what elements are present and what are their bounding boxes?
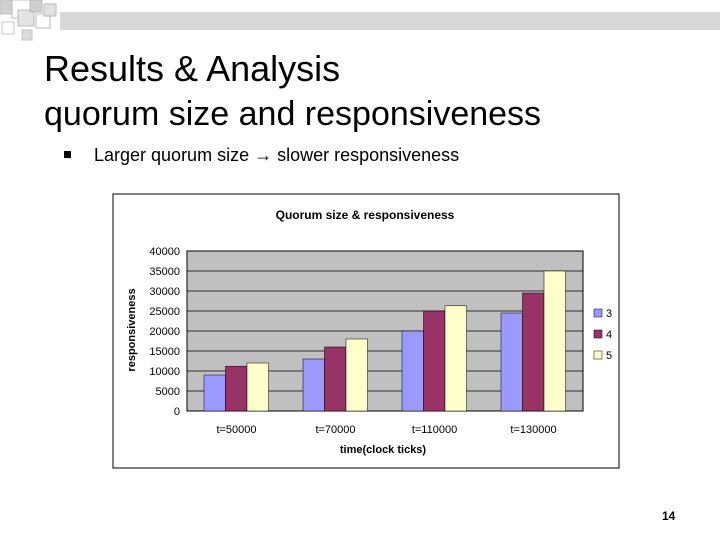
x-tick-label: t=130000 <box>510 424 556 436</box>
legend-label: 4 <box>606 329 612 341</box>
x-axis-label: time(clock ticks) <box>340 444 427 456</box>
y-tick-label: 35000 <box>149 266 180 278</box>
y-axis-label: responsiveness <box>126 288 138 371</box>
x-tick-label: t=50000 <box>216 424 256 436</box>
x-tick-label: t=110000 <box>412 424 457 436</box>
bar-5-t=50000 <box>246 362 269 412</box>
bar-3-t=50000 <box>203 374 226 412</box>
bar-3-t=70000 <box>302 358 325 412</box>
chart-title: Quorum size & responsiveness <box>276 208 455 222</box>
decorative-squares <box>0 0 720 41</box>
legend: 3 4 5 <box>593 308 612 362</box>
bar-4-t=130000 <box>522 292 545 412</box>
legend-swatch-5 <box>593 350 603 360</box>
y-tick-label: 0 <box>174 406 180 418</box>
legend-swatch-3 <box>593 308 603 318</box>
legend-swatch-4 <box>593 329 603 339</box>
y-tick-label: 10000 <box>149 366 180 378</box>
page-subtitle: quorum size and responsiveness <box>44 95 542 133</box>
bullet-text: Larger quorum size → slower responsivene… <box>94 145 460 165</box>
bar-4-t=50000 <box>225 365 248 412</box>
bar-3-t=110000 <box>401 330 424 412</box>
page-title: Results & Analysis <box>44 48 341 89</box>
bar-5-t=130000 <box>543 270 566 412</box>
bar-5-t=70000 <box>345 338 368 412</box>
legend-label: 5 <box>606 350 612 362</box>
y-tick-label: 5000 <box>156 386 180 398</box>
plot-area: 0 5000 10000 15000 20000 25000 30000 35000 40000… <box>149 246 584 436</box>
bar-4-t=110000 <box>423 310 446 412</box>
y-tick-label: 40000 <box>149 246 180 258</box>
page-number: 14 <box>662 509 676 523</box>
y-tick-label: 20000 <box>149 326 180 338</box>
x-tick-label: t=70000 <box>315 424 355 436</box>
bar-4-t=70000 <box>324 346 347 412</box>
bar-5-t=110000 <box>444 305 467 412</box>
legend-label: 3 <box>606 308 612 320</box>
y-tick-label: 15000 <box>149 346 180 358</box>
bar-3-t=130000 <box>500 312 523 412</box>
bullet-square-icon <box>64 151 71 158</box>
y-tick-label: 25000 <box>149 306 180 318</box>
y-tick-label: 30000 <box>149 286 180 298</box>
